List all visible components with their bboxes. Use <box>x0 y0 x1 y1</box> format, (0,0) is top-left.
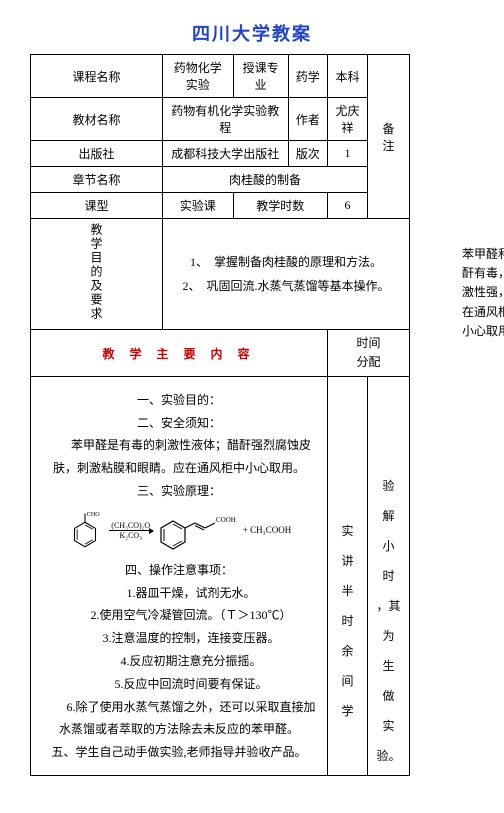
reaction-scheme: CHO (CH₃CO)₂O K₂CO₃ <box>37 503 321 559</box>
time-col-right: 验 解 小 时 ，其 为 生 做 实 验。 <box>368 377 410 776</box>
label-author: 作者 <box>288 98 327 141</box>
label-goals: 教学目的及要求 <box>31 219 163 330</box>
val-edition: 1 <box>328 141 368 167</box>
benzaldehyde-icon: CHO <box>67 510 103 552</box>
label-major: 授课专业 <box>233 55 288 98</box>
cinnamic-acid-icon: COOH <box>159 507 237 555</box>
val-textbook: 药物有机化学实验教程 <box>163 98 289 141</box>
sec2: 二、安全须知： <box>37 412 321 435</box>
val-level: 本科 <box>328 55 368 98</box>
time-col-left: 实 讲 半 时 余 间 学 <box>328 377 368 776</box>
svg-text:CHO: CHO <box>87 512 100 518</box>
val-chapter: 肉桂酸的制备 <box>163 167 368 193</box>
goals-content: 1、 掌握制备肉桂酸的原理和方法。 2、 巩固回流.水蒸气蒸馏等基本操作。 <box>163 219 410 330</box>
lesson-plan-table: 课程名称 药物化学实验 授课专业 药学 本科 备 注 教材名称 药物有机化学实验… <box>30 54 410 776</box>
sec1: 一、实验目的： <box>37 389 321 412</box>
val-course: 药物化学实验 <box>163 55 234 98</box>
val-hours: 6 <box>328 193 368 219</box>
val-publisher: 成都科技大学出版社 <box>163 141 289 167</box>
val-author: 尤庆祥 <box>328 98 368 141</box>
label-hours: 教学时数 <box>233 193 327 219</box>
sec5: 五、学生自己动手做实验,老师指导并验收产品。 <box>37 741 321 764</box>
label-publisher: 出版社 <box>31 141 163 167</box>
goal-1: 1、 掌握制备肉桂酸的原理和方法。 <box>169 250 403 274</box>
p1: 1.器皿干燥，试剂无水。 <box>37 582 321 605</box>
label-edition: 版次 <box>288 141 327 167</box>
arrow-icon: (CH₃CO)₂O K₂CO₃ <box>109 521 153 541</box>
sec4: 四、操作注意事项： <box>37 559 321 582</box>
p5: 5.反应中回流时间要有保证。 <box>37 673 321 696</box>
sec2-body: 苯甲醛是有毒的刺激性液体；醋酐强烈腐蚀皮肤，刺激粘膜和眼睛。应在通风柜中小心取用… <box>37 434 321 480</box>
p2: 2.使用空气冷凝管回流。（Ｔ＞130℃） <box>37 604 321 627</box>
label-remarks: 备 注 <box>368 55 410 219</box>
sec3: 三、实验原理： <box>37 480 321 503</box>
page-title: 四川大学教案 <box>30 20 474 46</box>
p6: 6.除了使用水蒸气蒸馏之外，还可以采取直接加水蒸馏或者萃取的方法除去未反应的苯甲… <box>37 696 321 742</box>
label-textbook: 教材名称 <box>31 98 163 141</box>
val-major: 药学 <box>288 55 327 98</box>
side-note: 苯甲醛和醋酐有毒，刺激性强，应在通风柜中小心取用。 <box>462 245 504 341</box>
svg-text:COOH: COOH <box>216 516 236 524</box>
content-header: 教 学 主 要 内 容 <box>31 330 328 377</box>
label-course: 课程名称 <box>31 55 163 98</box>
byproduct: + CH₃COOH <box>243 522 291 539</box>
val-type: 实验课 <box>163 193 234 219</box>
p3: 3.注意温度的控制，连接变压器。 <box>37 627 321 650</box>
main-content: 一、实验目的： 二、安全须知： 苯甲醛是有毒的刺激性液体；醋酐强烈腐蚀皮肤，刺激… <box>31 377 328 776</box>
p4: 4.反应初期注意充分振摇。 <box>37 650 321 673</box>
label-type: 课型 <box>31 193 163 219</box>
time-header: 时间 分配 <box>328 330 410 377</box>
goal-2: 2、 巩固回流.水蒸气蒸馏等基本操作。 <box>169 274 403 298</box>
label-chapter: 章节名称 <box>31 167 163 193</box>
